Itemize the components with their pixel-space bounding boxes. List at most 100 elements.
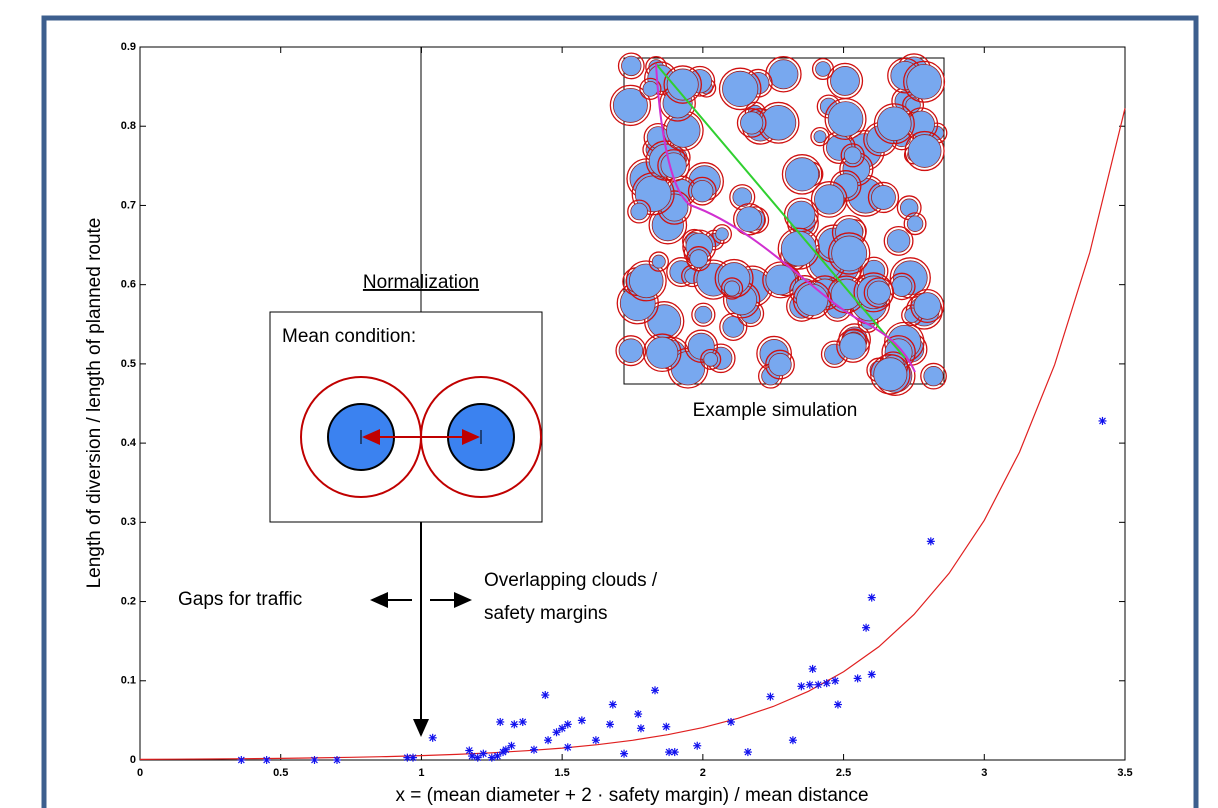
x-tick-label: 0: [137, 767, 143, 779]
y-tick-label: 0.9: [121, 41, 136, 53]
data-point: [502, 746, 510, 754]
data-point: [606, 720, 614, 728]
sim-cloud-core: [769, 60, 798, 89]
sim-cloud-core: [631, 203, 648, 220]
data-point: [637, 724, 645, 732]
y-tick-label: 0.7: [121, 199, 136, 211]
sim-cloud-core: [814, 131, 826, 143]
sim-cloud-core: [816, 62, 831, 77]
data-point: [806, 681, 814, 689]
data-point: [1098, 417, 1106, 425]
sim-cloud-core: [871, 185, 895, 209]
sim-cloud-core: [737, 207, 762, 232]
sim-cloud-core: [695, 306, 712, 323]
data-point: [797, 682, 805, 690]
data-point: [510, 720, 518, 728]
x-tick-label: 3.5: [1117, 767, 1132, 779]
y-tick-label: 0.3: [121, 516, 136, 528]
sim-cloud-core: [844, 147, 861, 164]
y-axis-label: Length of diversion / length of planned …: [84, 218, 105, 589]
data-point: [592, 736, 600, 744]
sim-cloud-core: [667, 114, 701, 148]
sim-cloud-core: [723, 316, 744, 337]
x-tick-label: 1.5: [554, 767, 569, 779]
data-point: [468, 752, 476, 760]
sim-cloud-core: [831, 66, 860, 95]
data-point: [564, 743, 572, 751]
y-tick-label: 0.2: [121, 595, 136, 607]
chart: Length of diversion / length of planned …: [0, 0, 1218, 808]
sim-cloud-core: [622, 56, 642, 76]
data-point: [766, 693, 774, 701]
data-point: [868, 670, 876, 678]
data-point: [333, 756, 341, 764]
sim-cloud-core: [781, 231, 816, 266]
data-point: [479, 750, 487, 758]
sim-cloud-core: [887, 230, 910, 253]
data-point: [671, 748, 679, 756]
sim-cloud-core: [814, 185, 843, 214]
data-point: [263, 756, 271, 764]
sim-cloud-core: [643, 81, 658, 96]
data-point: [744, 748, 752, 756]
data-point: [609, 701, 617, 709]
sim-cloud-core: [722, 71, 757, 106]
x-tick-label: 2: [700, 767, 706, 779]
sim-cloud-core: [907, 64, 942, 99]
data-point: [651, 686, 659, 694]
data-point: [831, 677, 839, 685]
sim-cloud-core: [892, 276, 912, 296]
normalization-label: Normalization: [363, 272, 479, 293]
data-point: [854, 674, 862, 682]
sim-cloud-core: [785, 158, 818, 191]
sim-cloud-core: [796, 284, 827, 315]
data-point: [507, 742, 515, 750]
data-point: [634, 710, 642, 718]
data-point: [429, 734, 437, 742]
mean-condition-label: Mean condition:: [282, 326, 416, 347]
data-point: [620, 750, 628, 758]
data-point: [496, 718, 504, 726]
data-point: [578, 716, 586, 724]
inset-caption: Example simulation: [693, 400, 858, 421]
data-point: [809, 665, 817, 673]
data-point: [862, 624, 870, 632]
data-point: [488, 754, 496, 762]
data-point: [823, 679, 831, 687]
data-point: [814, 681, 822, 689]
sim-cloud-core: [740, 112, 762, 134]
y-tick-label: 0.8: [121, 120, 136, 132]
sim-cloud-core: [867, 281, 890, 304]
sim-cloud-core: [828, 102, 863, 137]
data-point: [541, 691, 549, 699]
data-point: [553, 728, 561, 736]
data-point: [493, 752, 501, 760]
gaps-label: Gaps for traffic: [178, 589, 302, 610]
data-point: [409, 754, 417, 762]
data-point: [662, 723, 670, 731]
sim-cloud-core: [661, 153, 686, 178]
y-tick-label: 0.5: [121, 358, 136, 370]
y-tick-label: 0.6: [121, 279, 136, 291]
data-point: [927, 537, 935, 545]
overlap-label: safety margins: [484, 603, 608, 624]
data-point: [693, 742, 701, 750]
data-point: [789, 736, 797, 744]
data-point: [474, 754, 482, 762]
sim-cloud-core: [769, 353, 792, 376]
sim-cloud-core: [908, 135, 941, 168]
overlap-label: Overlapping clouds /: [484, 570, 658, 591]
sim-cloud-core: [914, 293, 941, 320]
x-tick-label: 0.5: [273, 767, 288, 779]
sim-cloud-core: [647, 337, 678, 368]
data-point: [868, 594, 876, 602]
data-point: [834, 701, 842, 709]
sim-cloud-core: [690, 250, 708, 268]
frame: [44, 18, 1196, 808]
data-point: [558, 724, 566, 732]
data-point: [310, 756, 318, 764]
data-point: [564, 720, 572, 728]
data-point: [530, 746, 538, 754]
sim-cloud-core: [704, 352, 718, 366]
page: {"chart_data": {"type": "scatter", "xlab…: [0, 0, 1218, 808]
